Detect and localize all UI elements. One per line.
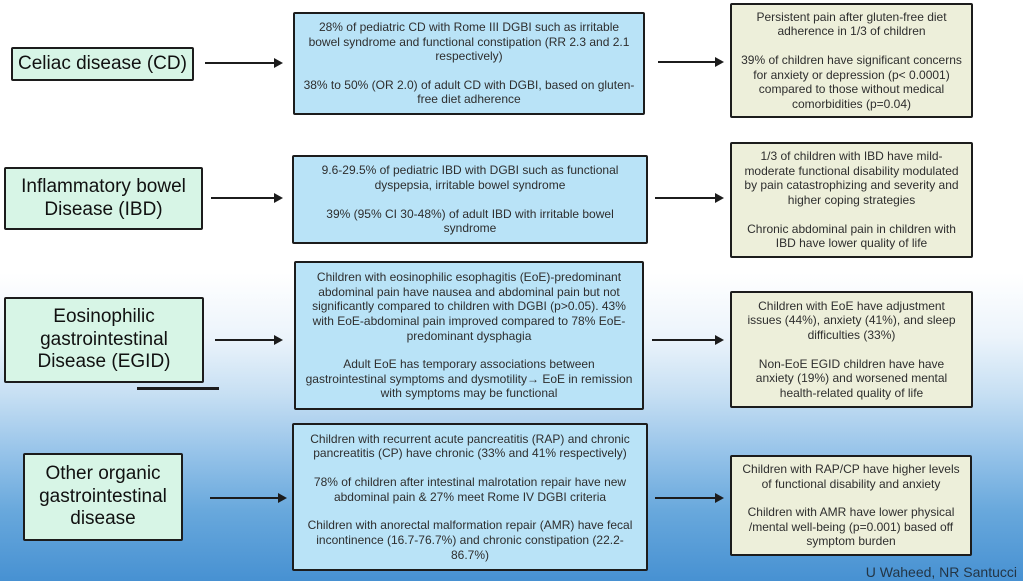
box-paragraph: Children with recurrent acute pancreatit… [310, 431, 630, 461]
disease-label-text: Eosinophilic gastrointestinal Disease (E… [37, 306, 171, 373]
prevalence-box-celiac: 28% of pediatric CD with Rome III DGBI s… [293, 12, 645, 115]
prevalence-box-egid: Children with eosinophilic esophagitis (… [294, 261, 644, 410]
author-credit: U Waheed, NR Santucci [865, 564, 1017, 580]
disease-label-other-organic: Other organic gastrointestinal disease [23, 453, 183, 541]
arrow-right-icon [655, 192, 724, 203]
box-paragraph: 9.6-29.5% of pediatric IBD with DGBI suc… [321, 163, 619, 192]
underline-decoration [137, 387, 219, 390]
box-paragraph: 28% of pediatric CD with Rome III DGBI s… [308, 19, 630, 64]
box-paragraph: 39% (95% CI 30-48%) of adult IBD with ir… [326, 206, 614, 236]
box-paragraph: Adult EoE has temporary associations bet… [305, 357, 633, 401]
box-paragraph: 1/3 of children with IBD have mild-moder… [744, 149, 959, 207]
box-paragraph: Children with eosinophilic esophagitis (… [312, 270, 626, 343]
outcome-box-egid: Children with EoE have adjustment issues… [730, 291, 973, 408]
outcome-box-celiac: Persistent pain after gluten-free diet a… [730, 3, 973, 118]
box-paragraph: Children with AMR have lower physical /m… [747, 505, 955, 549]
box-paragraph: 78% of children after intestinal malrota… [313, 475, 627, 504]
arrow-right-icon [211, 192, 283, 203]
prevalence-box-ibd: 9.6-29.5% of pediatric IBD with DGBI suc… [292, 155, 648, 244]
arrow-right-icon [210, 492, 287, 503]
outcome-box-ibd: 1/3 of children with IBD have mild-moder… [730, 142, 973, 258]
disease-label-text: Other organic gastrointestinal disease [39, 463, 167, 530]
disease-label-text: Inflammatory bowel Disease (IBD) [21, 176, 186, 220]
box-paragraph: Children with anorectal malformation rep… [307, 518, 633, 562]
disease-label-text: Celiac disease (CD) [18, 52, 187, 74]
disease-label-celiac: Celiac disease (CD) [11, 47, 194, 81]
box-paragraph: 38% to 50% (OR 2.0) of adult CD with DGB… [303, 77, 635, 107]
arrow-right-icon [658, 56, 724, 67]
box-paragraph: Chronic abdominal pain in children with … [747, 221, 956, 251]
prevalence-box-other-organic: Children with recurrent acute pancreatit… [292, 423, 648, 571]
arrow-right-icon [655, 492, 724, 503]
box-paragraph: Non-EoE EGID children have have anxiety … [755, 356, 948, 400]
disease-label-egid: Eosinophilic gastrointestinal Disease (E… [4, 297, 204, 383]
box-paragraph: Children with RAP/CP have higher levels … [742, 461, 960, 491]
box-paragraph: 39% of children have significant concern… [741, 52, 962, 111]
arrow-right-icon [652, 334, 724, 345]
outcome-box-other-organic: Children with RAP/CP have higher levels … [730, 455, 972, 556]
box-paragraph: Children with EoE have adjustment issues… [747, 298, 956, 342]
arrow-right-icon [215, 334, 283, 345]
disease-label-ibd: Inflammatory bowel Disease (IBD) [4, 167, 203, 230]
box-paragraph: Persistent pain after gluten-free diet a… [756, 9, 947, 39]
arrow-right-icon [205, 57, 283, 68]
